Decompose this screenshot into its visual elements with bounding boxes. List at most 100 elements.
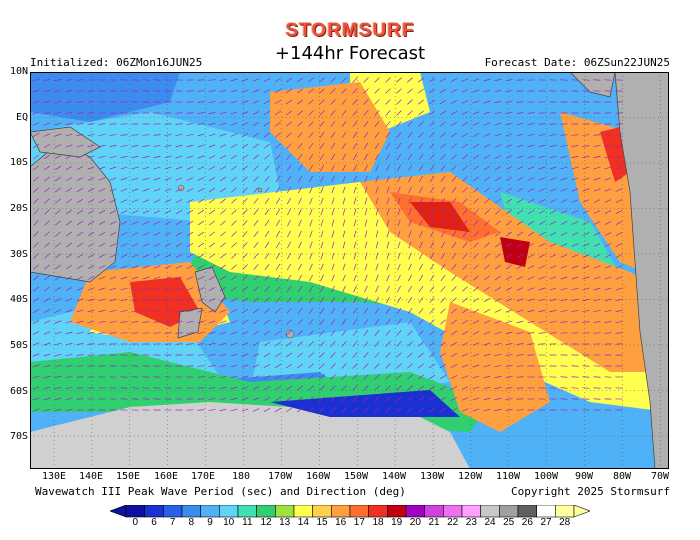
direction-arrow [153,265,161,269]
direction-arrow [87,242,95,248]
direction-arrow [516,331,524,335]
direction-arrow [219,176,227,182]
direction-arrow [164,232,172,236]
direction-arrow [418,175,424,183]
direction-arrow [604,166,612,170]
direction-arrow [241,308,249,314]
direction-arrow [253,275,259,281]
direction-arrow [353,219,357,227]
direction-arrow [450,386,458,390]
direction-arrow [230,408,238,412]
direction-arrow [593,276,601,280]
direction-arrow [54,364,62,368]
direction-arrow [560,232,568,236]
direction-arrow [473,253,479,259]
direction-arrow [419,197,423,205]
direction-arrow [341,330,347,336]
direction-arrow [296,385,304,391]
direction-arrow [604,123,612,125]
direction-arrow [109,265,117,269]
south-america-landmass [614,72,669,469]
direction-arrow [483,286,491,292]
direction-arrow [516,122,524,126]
direction-arrow [538,144,546,148]
direction-arrow [230,154,238,160]
scale-swatch [555,505,575,518]
direction-arrow [274,396,282,402]
period-zone [500,237,530,267]
direction-arrow [385,131,391,139]
direction-arrow [275,252,281,260]
direction-arrow [353,263,357,271]
direction-arrow [297,110,303,116]
direction-arrow [65,231,73,237]
direction-arrow [286,285,292,293]
direction-arrow [331,230,335,238]
direction-arrow [571,287,579,291]
direction-arrow [473,165,479,171]
direction-arrow [429,308,435,314]
direction-arrow [440,154,446,160]
direction-arrow [364,274,368,282]
scale-label: 18 [372,517,384,528]
direction-arrow [241,78,249,82]
direction-arrow [175,188,183,192]
direction-arrow [440,241,446,249]
direction-arrow [253,154,259,160]
direction-arrow [230,122,238,126]
direction-arrow [385,99,391,105]
direction-arrow [472,297,480,303]
direction-arrow [538,321,546,323]
direction-arrow [219,364,227,368]
direction-arrow [319,385,325,391]
direction-arrow [220,231,226,237]
direction-arrow [549,232,557,236]
direction-arrow [571,221,579,225]
direction-arrow [593,310,601,312]
direction-arrow [472,78,480,82]
direction-arrow [153,155,161,159]
direction-arrow [462,297,468,303]
direction-arrow [275,175,281,183]
direction-arrow [330,385,336,391]
direction-arrow [527,309,535,313]
direction-arrow [241,353,249,357]
direction-arrow [560,210,568,214]
direction-arrow [131,79,139,81]
direction-arrow [65,220,73,226]
direction-arrow [32,331,40,335]
direction-arrow [418,341,424,347]
direction-arrow [494,144,502,148]
direction-arrow [197,166,205,170]
direction-arrow [131,188,139,192]
direction-arrow [43,342,51,346]
direction-arrow [219,275,227,281]
direction-arrow [319,132,325,138]
lon-label: 170E [190,471,216,482]
direction-arrow [483,386,491,390]
direction-arrow [164,188,172,192]
direction-arrow [208,376,216,378]
direction-arrow [516,155,524,159]
direction-arrow [516,320,524,324]
direction-arrow [286,263,292,271]
direction-arrow [87,287,95,291]
direction-arrow [342,274,346,282]
direction-arrow [450,330,458,336]
direction-arrow [230,297,238,303]
scale-label: 22 [447,517,459,528]
direction-arrow [363,77,369,83]
direction-arrow [451,187,457,193]
direction-arrow [76,187,84,193]
direction-arrow [131,376,139,378]
direction-arrow [32,320,40,324]
direction-arrow [440,275,446,281]
direction-arrow [505,111,513,115]
direction-arrow [208,176,216,182]
direction-arrow [32,386,40,390]
direction-arrow [571,321,579,323]
direction-arrow [428,88,436,94]
direction-arrow [252,408,260,412]
direction-arrow [615,166,623,170]
direction-arrow [461,408,469,412]
